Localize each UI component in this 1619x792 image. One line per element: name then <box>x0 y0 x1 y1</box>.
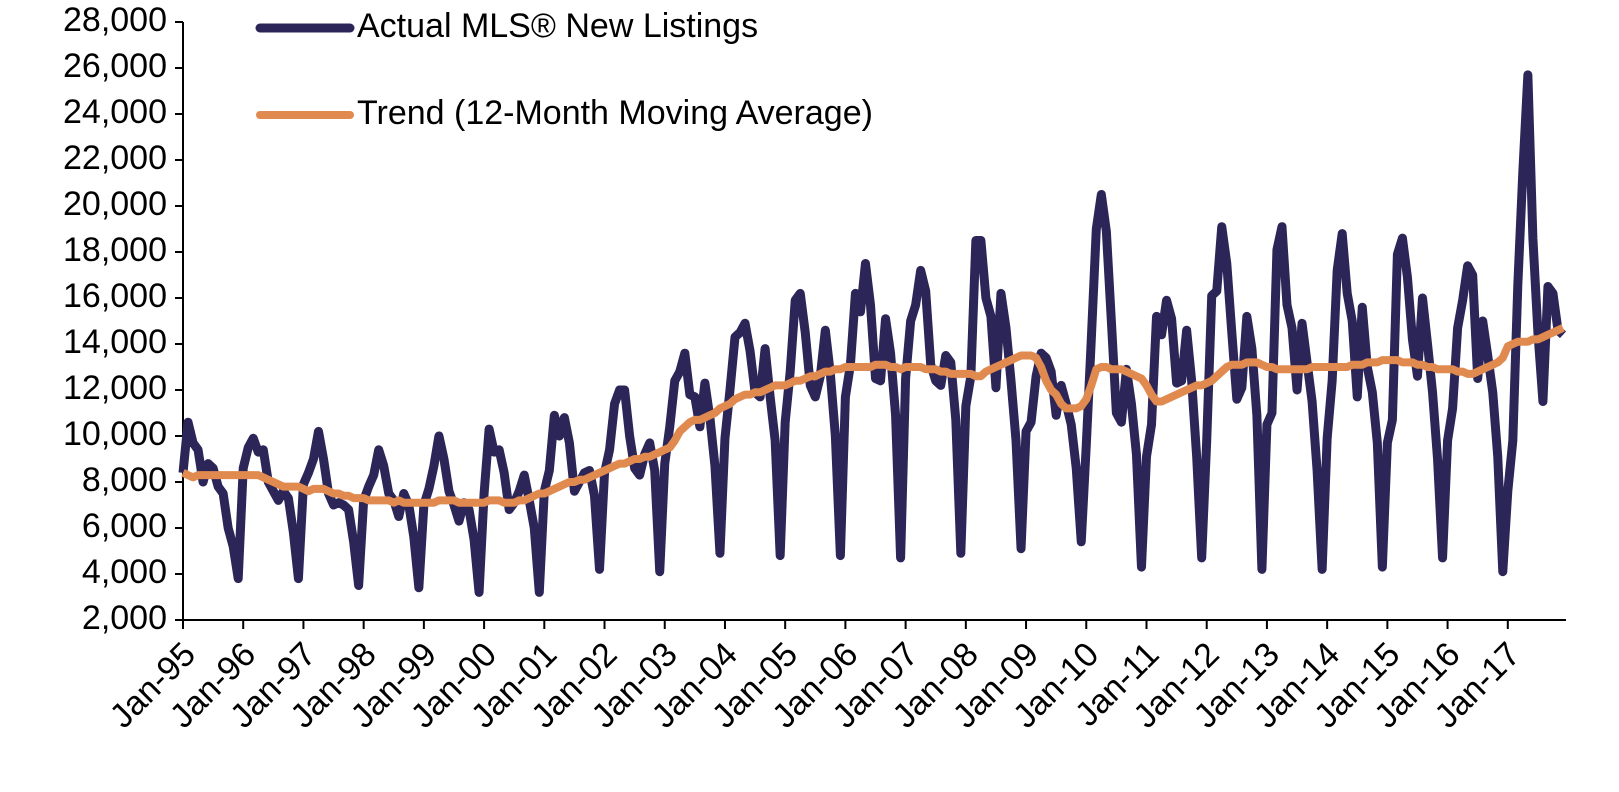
y-tick-label: 28,000 <box>63 1 167 39</box>
y-tick-label: 12,000 <box>63 369 167 407</box>
legend-label: Actual MLS® New Listings <box>357 7 758 45</box>
y-tick-label: 6,000 <box>82 507 167 545</box>
y-tick-label: 26,000 <box>63 47 167 85</box>
series-line <box>178 70 1567 597</box>
legend-label: Trend (12-Month Moving Average) <box>357 94 873 132</box>
series-line <box>181 324 1565 507</box>
y-tick-label: 14,000 <box>63 323 167 361</box>
y-tick-label: 20,000 <box>63 185 167 223</box>
y-tick-label: 18,000 <box>63 231 167 269</box>
y-tick-label: 4,000 <box>82 553 167 591</box>
y-tick-label: 2,000 <box>82 599 167 637</box>
y-tick-label: 8,000 <box>82 461 167 499</box>
y-tick-label: 24,000 <box>63 93 167 131</box>
y-tick-label: 22,000 <box>63 139 167 177</box>
y-tick-label: 10,000 <box>63 415 167 453</box>
y-tick-label: 16,000 <box>63 277 167 315</box>
